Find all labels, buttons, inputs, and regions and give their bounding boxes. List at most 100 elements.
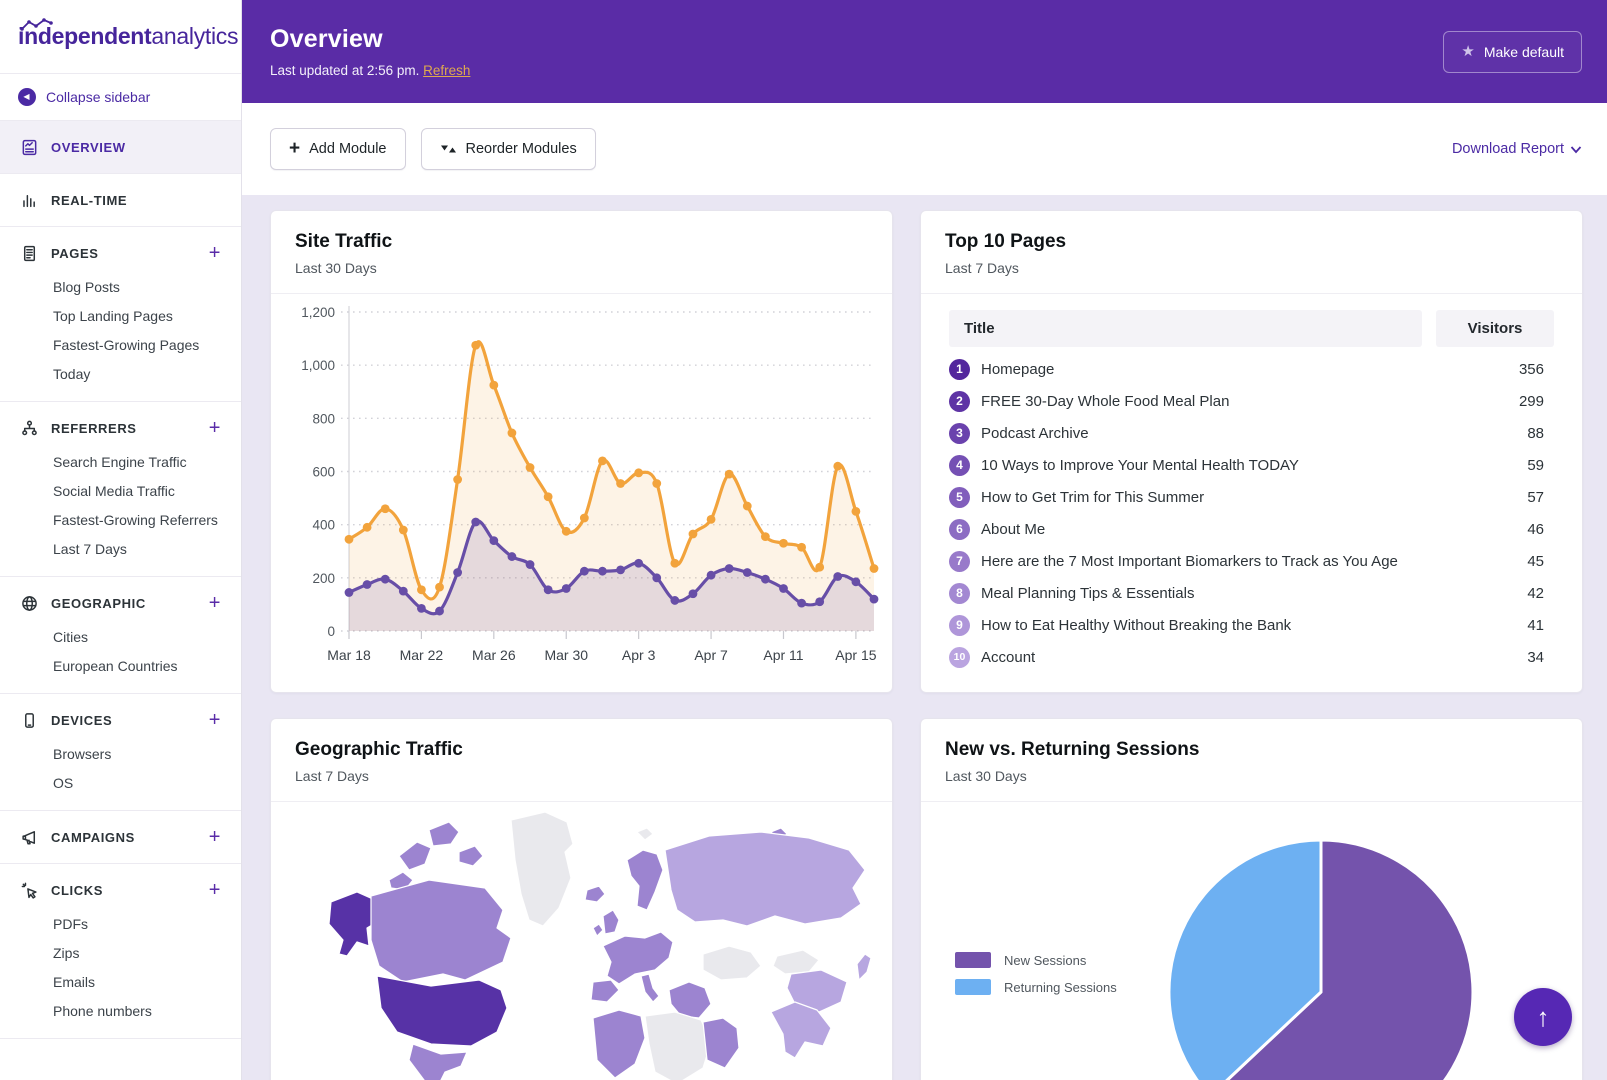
- table-row: 7 Here are the 7 Most Important Biomarker…: [949, 545, 1554, 577]
- top-pages-rows: 1 Homepage 356 2 FREE 30-Day Whole Food Meal…: [949, 353, 1554, 673]
- collapse-sidebar-button[interactable]: ◀ Collapse sidebar: [0, 74, 241, 121]
- line-chart-doodle-icon: [20, 12, 54, 39]
- scroll-to-top-button[interactable]: ↑: [1514, 988, 1572, 1046]
- add-devices-report-button[interactable]: +: [208, 709, 221, 731]
- site-traffic-chart[interactable]: 0 200 400 600 800 1,000 1,200 Mar 18 Mar 22 Mar 2…: [271, 294, 892, 692]
- rank-badge: 4: [949, 454, 970, 476]
- sidebar-item-referrers[interactable]: REFERRERS +: [0, 408, 241, 448]
- sidebar-item-label: REFERRERS: [51, 420, 137, 436]
- content-grid: Site Traffic Last 30 Days 0 200 400 600 800 1…: [242, 195, 1607, 1080]
- rank-badge: 10: [949, 646, 970, 668]
- rank-badge: 3: [949, 422, 970, 444]
- returning-sessions-label: Returning Sessions: [1004, 979, 1117, 995]
- sidebar-item-zips[interactable]: Zips: [53, 945, 80, 961]
- sidebar-item-devices[interactable]: DEVICES +: [0, 700, 241, 740]
- download-report-label: Download Report: [1451, 141, 1564, 157]
- add-module-button[interactable]: + Add Module: [270, 128, 406, 170]
- add-clicks-report-button[interactable]: +: [208, 879, 221, 901]
- sidebar-item-blog-posts[interactable]: Blog Posts: [53, 279, 120, 295]
- card-subtitle: Last 7 Days: [945, 260, 1019, 276]
- brand-logo: independentanalytics: [18, 18, 239, 50]
- add-pages-report-button[interactable]: +: [208, 242, 221, 264]
- visitors-value: 34: [1527, 648, 1544, 666]
- add-geographic-report-button[interactable]: +: [208, 592, 221, 614]
- hierarchy-icon: [20, 419, 38, 437]
- svg-text:Mar 22: Mar 22: [400, 647, 444, 663]
- card-subtitle: Last 7 Days: [295, 768, 369, 784]
- sidebar-item-os[interactable]: OS: [53, 775, 74, 791]
- sidebar-item-fastest-growing-pages[interactable]: Fastest-Growing Pages: [53, 337, 200, 353]
- download-report-link[interactable]: Download Report: [1452, 141, 1582, 157]
- pie-legend: New Sessions Returning Sessions: [955, 952, 1117, 995]
- table-row: 3 Podcast Archive 88: [949, 417, 1554, 449]
- reorder-modules-button[interactable]: Reorder Modules: [420, 128, 596, 170]
- sidebar-item-social-media-traffic[interactable]: Social Media Traffic: [53, 483, 175, 499]
- sidebar-item-european-countries[interactable]: European Countries: [53, 658, 178, 674]
- globe-icon: [20, 594, 38, 612]
- sidebar-item-last-7-days[interactable]: Last 7 Days: [53, 541, 127, 557]
- legend-item-new-sessions: New Sessions: [955, 952, 1117, 968]
- visitors-value: 59: [1527, 456, 1544, 474]
- page-row-title: How to Get Trim for This Summer: [981, 488, 1205, 506]
- add-referrers-report-button[interactable]: +: [208, 417, 221, 439]
- world-map[interactable]: [271, 804, 892, 1080]
- sessions-pie-chart[interactable]: [921, 802, 1582, 1080]
- sidebar-item-today[interactable]: Today: [53, 366, 91, 382]
- visitors-value: 42: [1527, 584, 1544, 602]
- sidebar-item-phone-numbers[interactable]: Phone numbers: [53, 1003, 152, 1019]
- page-header: Overview Last updated at 2:56 pm. Refres…: [242, 0, 1607, 103]
- sidebar-item-pdfs[interactable]: PDFs: [53, 916, 88, 932]
- sidebar-item-campaigns[interactable]: CAMPAIGNS +: [0, 817, 241, 857]
- column-header-visitors: Visitors: [1436, 310, 1554, 347]
- card-subtitle: Last 30 Days: [295, 260, 377, 276]
- sidebar-item-overview[interactable]: OVERVIEW: [0, 127, 241, 167]
- refresh-link[interactable]: Refresh: [423, 63, 471, 78]
- card-title: Site Traffic: [295, 231, 393, 252]
- report-icon: [20, 138, 38, 156]
- pie-slice-new-sessions[interactable]: [1210, 838, 1475, 1080]
- table-row: 4 10 Ways to Improve Your Mental Health T…: [949, 449, 1554, 481]
- device-icon: [20, 711, 38, 729]
- sidebar-item-fastest-growing-referrers[interactable]: Fastest-Growing Referrers: [53, 512, 218, 528]
- sidebar-item-pages[interactable]: PAGES +: [0, 233, 241, 273]
- logo-area: independentanalytics: [0, 0, 241, 74]
- star-icon: ★: [1461, 43, 1475, 60]
- sidebar-item-top-landing-pages[interactable]: Top Landing Pages: [53, 308, 173, 324]
- sidebar-item-clicks[interactable]: CLICKS +: [0, 870, 241, 910]
- pie-slice-returning-sessions[interactable]: [1167, 838, 1323, 1080]
- svg-text:Apr 15: Apr 15: [835, 647, 876, 663]
- svg-text:Apr 7: Apr 7: [694, 647, 728, 663]
- sidebar-item-geographic[interactable]: GEOGRAPHIC +: [0, 583, 241, 623]
- sidebar-item-label: DEVICES: [51, 712, 113, 728]
- sidebar-item-emails[interactable]: Emails: [53, 974, 96, 990]
- card-title: Geographic Traffic: [295, 739, 463, 760]
- bar-chart-icon: [20, 191, 38, 209]
- rank-badge: 2: [949, 390, 970, 412]
- sidebar-item-cities[interactable]: Cities: [53, 629, 89, 645]
- card-geographic-traffic: Geographic Traffic Last 7 Days: [270, 718, 893, 1080]
- visitors-value: 299: [1518, 392, 1544, 410]
- reorder-icon: [440, 143, 457, 155]
- make-default-button[interactable]: ★ Make default: [1443, 30, 1582, 73]
- sidebar-section-real-time: REAL-TIME: [0, 174, 241, 227]
- visitors-value: 356: [1518, 360, 1544, 378]
- sidebar-item-label: PAGES: [51, 245, 99, 261]
- card-top-pages: Top 10 Pages Last 7 Days Title Visitors …: [920, 210, 1583, 693]
- add-module-label: Add Module: [309, 141, 387, 157]
- svg-text:400: 400: [312, 518, 335, 533]
- sidebar-item-search-engine-traffic[interactable]: Search Engine Traffic: [53, 454, 187, 470]
- add-campaigns-report-button[interactable]: +: [208, 826, 221, 848]
- table-row: 6 About Me 46: [949, 513, 1554, 545]
- sidebar-item-label: CAMPAIGNS: [51, 829, 135, 845]
- column-header-title: Title: [949, 310, 1422, 347]
- card-title: Top 10 Pages: [945, 231, 1067, 252]
- rank-badge: 7: [949, 550, 970, 572]
- sidebar-item-browsers[interactable]: Browsers: [53, 746, 112, 762]
- sidebar-item-label: REAL-TIME: [51, 192, 128, 208]
- sidebar-section-clicks: CLICKS + PDFs Zips Emails Phone numbers: [0, 864, 241, 1039]
- table-row: 2 FREE 30-Day Whole Food Meal Plan 299: [949, 385, 1554, 417]
- page-row-title: Homepage: [981, 360, 1055, 378]
- sidebar-item-label: GEOGRAPHIC: [51, 595, 146, 611]
- sidebar-section-devices: DEVICES + Browsers OS: [0, 694, 241, 811]
- sidebar-item-real-time[interactable]: REAL-TIME: [0, 180, 241, 220]
